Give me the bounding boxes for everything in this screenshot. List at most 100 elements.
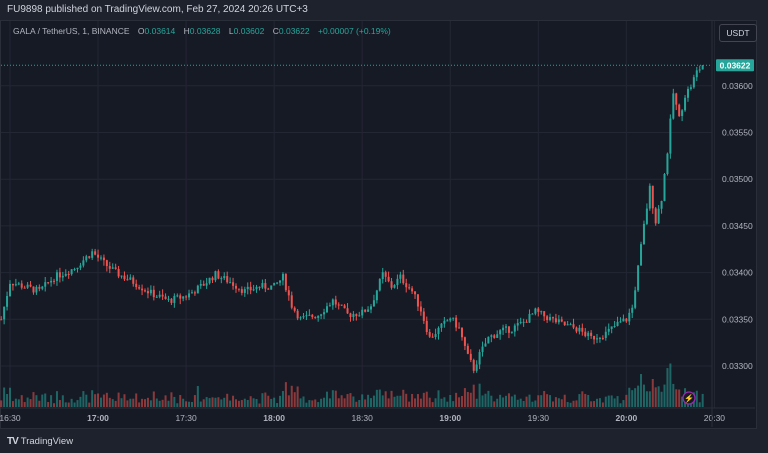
candle-body xyxy=(249,286,252,291)
volume-bar xyxy=(138,402,141,407)
candle-body xyxy=(173,295,176,303)
candle-body xyxy=(6,296,9,307)
candle-body xyxy=(490,335,493,337)
candle-body xyxy=(302,316,305,318)
volume-bar xyxy=(234,399,237,407)
candle-body xyxy=(325,306,328,313)
candle-body xyxy=(513,325,516,332)
volume-bar xyxy=(522,400,525,407)
volume-bar xyxy=(11,401,14,407)
volume-bar xyxy=(9,387,11,407)
chart-pane[interactable] xyxy=(0,20,757,429)
candle-body xyxy=(64,273,67,276)
candle-body xyxy=(440,323,443,328)
volume-bar xyxy=(211,397,214,407)
candle-body xyxy=(190,292,193,294)
candle-body xyxy=(179,295,182,299)
candle-body xyxy=(314,317,317,319)
candle-body xyxy=(264,283,267,289)
volume-bar xyxy=(190,401,193,407)
lightning-event-icon[interactable] xyxy=(682,391,696,405)
volume-bar xyxy=(601,402,604,407)
candle-body xyxy=(414,291,417,295)
volume-bar xyxy=(340,395,343,407)
volume-bar xyxy=(598,398,601,407)
candle-body xyxy=(152,289,155,298)
candle-body xyxy=(3,306,6,320)
volume-bar xyxy=(669,363,672,407)
candle-body xyxy=(478,352,481,365)
volume-bar xyxy=(390,390,393,407)
candle-body xyxy=(273,282,276,286)
candle-body xyxy=(378,279,381,291)
volume-bar xyxy=(425,391,428,407)
volume-bar xyxy=(135,393,138,407)
candle-body xyxy=(135,283,138,288)
candle-body xyxy=(663,174,666,201)
volume-bar xyxy=(446,401,449,407)
candle-body xyxy=(689,87,692,89)
volume-bar xyxy=(155,398,158,407)
candle-body xyxy=(261,283,264,288)
candle-body xyxy=(317,315,320,318)
close-value: 0.03622 xyxy=(278,26,310,36)
volume-bar xyxy=(663,384,666,407)
volume-bar xyxy=(414,398,417,407)
candle-body xyxy=(519,321,522,324)
candle-body xyxy=(469,353,472,360)
volume-bar xyxy=(507,393,510,407)
candle-body xyxy=(563,321,566,326)
volume-bar xyxy=(701,393,704,407)
candle-body xyxy=(308,314,311,316)
candle-body xyxy=(149,289,152,294)
candle-body xyxy=(32,286,35,293)
volume-bar xyxy=(378,389,381,407)
volume-bar xyxy=(516,399,519,407)
candle-body xyxy=(208,277,211,284)
candle-body xyxy=(669,118,672,154)
volume-bar xyxy=(505,395,508,407)
candle-body xyxy=(323,312,326,315)
candle-body xyxy=(155,296,158,298)
candle-body xyxy=(452,317,455,319)
volume-bar xyxy=(44,393,47,407)
volume-bar xyxy=(3,387,6,407)
volume-bar xyxy=(158,400,161,407)
volume-bar xyxy=(229,400,232,407)
volume-bar xyxy=(281,391,284,407)
volume-bar xyxy=(625,394,628,407)
volume-bar xyxy=(443,397,446,407)
candle-body xyxy=(528,313,531,323)
volume-bar xyxy=(631,390,634,407)
volume-bar xyxy=(452,401,455,407)
volume-bar xyxy=(290,385,293,407)
candle-body xyxy=(578,327,581,332)
volume-bar xyxy=(428,397,431,407)
volume-bar xyxy=(325,391,328,407)
currency-button[interactable]: USDT xyxy=(719,24,757,42)
candle-body xyxy=(164,296,167,299)
volume-bar xyxy=(91,390,94,407)
volume-bar xyxy=(358,400,361,407)
candle-body xyxy=(610,326,613,329)
candle-body xyxy=(73,269,76,271)
candle-body xyxy=(622,318,625,322)
volume-bar xyxy=(293,392,296,407)
candle-body xyxy=(141,288,144,291)
volume-bar xyxy=(469,392,472,407)
volume-bar xyxy=(551,401,554,407)
price-tick-label: 0.03550 xyxy=(722,128,753,138)
symbol-label[interactable]: GALA / TetherUS, 1, BINANCE xyxy=(13,26,130,36)
volume-bar xyxy=(534,400,537,407)
candle-body xyxy=(466,345,469,354)
time-tick-label: 18:00 xyxy=(263,413,285,423)
volume-bar xyxy=(437,390,440,407)
candle-body xyxy=(534,308,537,314)
volume-bar xyxy=(387,398,390,407)
candle-body xyxy=(255,286,258,290)
candle-body xyxy=(346,308,349,314)
candle-body xyxy=(17,283,20,285)
last-price-badge xyxy=(716,59,754,72)
volume-bar xyxy=(320,398,323,407)
